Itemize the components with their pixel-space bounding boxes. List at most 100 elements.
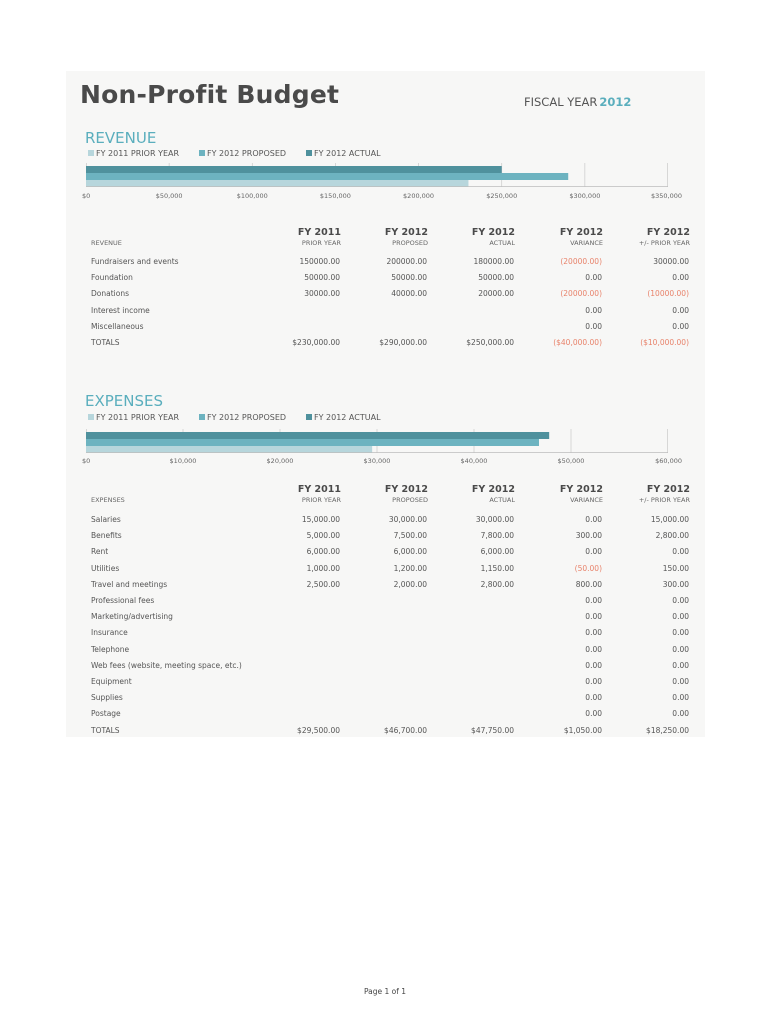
revenue-bar-chart — [86, 163, 668, 187]
table-cell: 0.00 — [585, 547, 602, 557]
bar-proposed — [86, 173, 569, 180]
table-row-label: TOTALS — [91, 338, 120, 347]
table-row-label: Professional fees — [91, 596, 155, 605]
column-header-year: FY 2012 — [646, 484, 690, 495]
column-header-sub: PROPOSED — [392, 239, 428, 247]
table-row-label: Foundation — [91, 273, 133, 283]
table-cell: 15,000.00 — [301, 515, 340, 524]
table-cell: 0.00 — [672, 709, 689, 719]
table-cell: 0.00 — [585, 321, 602, 331]
column-header-year: FY 2012 — [646, 227, 690, 238]
page-footer: Page 1 of 1 — [363, 987, 407, 996]
table-cell: 300.00 — [662, 579, 689, 589]
bar-prior-year — [86, 446, 373, 453]
table-cell: 6,000.00 — [393, 547, 427, 557]
bar-actual — [86, 166, 502, 173]
table-cell: 0.00 — [585, 612, 602, 622]
axis-tick-label: $0 — [82, 192, 91, 200]
chart-svg — [86, 163, 668, 187]
table-row-label: Rent — [91, 547, 109, 557]
revenue-legend-proposed: FY 2012 PROPOSED — [199, 149, 286, 158]
legend-label: FY 2011 PRIOR YEAR — [96, 413, 180, 422]
expenses-heading: EXPENSES — [85, 392, 164, 410]
table-cell: 300.00 — [575, 531, 602, 541]
revenue-legend-prior: FY 2011 PRIOR YEAR — [88, 149, 179, 158]
table-cell: ($40,000.00) — [553, 338, 602, 347]
table-row-label: Miscellaneous — [91, 321, 144, 331]
table-cell: 2,500.00 — [306, 579, 340, 589]
table-cell: 15,000.00 — [650, 515, 689, 524]
table-cell: 0.00 — [585, 596, 602, 605]
column-header-sub: ACTUAL — [489, 496, 515, 504]
column-header-sub: +/- PRIOR YEAR — [638, 239, 690, 247]
legend-swatch-actual — [306, 414, 312, 420]
table-cell: 50000.00 — [478, 273, 514, 283]
table-cell: 200000.00 — [386, 257, 427, 266]
table-cell: 0.00 — [672, 321, 689, 331]
table-cell: 1,000.00 — [306, 563, 340, 573]
table-cell: 7,800.00 — [480, 531, 514, 541]
table-cell: 1,150.00 — [480, 563, 514, 573]
table-cell: 0.00 — [585, 693, 602, 703]
table-row-label: Telephone — [91, 644, 130, 654]
table-cell: 2,800.00 — [655, 531, 689, 541]
axis-tick-label: $50,000 — [557, 457, 585, 465]
legend-swatch-proposed — [199, 414, 205, 420]
column-header-sub: PRIOR YEAR — [301, 239, 341, 247]
table-cell: 0.00 — [585, 709, 602, 719]
table-row-label: Equipment — [91, 677, 132, 686]
bar-proposed — [86, 439, 539, 446]
legend-swatch-prior — [88, 414, 94, 420]
column-header-sub: PROPOSED — [392, 496, 428, 504]
row-header: EXPENSES — [91, 496, 125, 504]
table-cell: ($10,000.00) — [640, 338, 689, 347]
legend-swatch-prior — [88, 150, 94, 156]
legend-swatch-actual — [306, 150, 312, 156]
table-row-label: Postage — [91, 709, 121, 719]
table-cell: $290,000.00 — [379, 338, 427, 347]
column-header-year: FY 2012 — [471, 484, 515, 495]
table-cell: 0.00 — [585, 273, 602, 283]
table-cell: 0.00 — [672, 612, 689, 622]
table-cell: 30,000.00 — [475, 515, 514, 524]
legend-label: FY 2012 PROPOSED — [207, 149, 287, 158]
page-title: Non-Profit Budget — [80, 80, 340, 109]
table-cell: (20000.00) — [560, 289, 602, 299]
axis-tick-label: $250,000 — [486, 192, 518, 200]
column-header-year: FY 2011 — [297, 227, 341, 238]
axis-tick-label: $60,000 — [655, 457, 682, 465]
table-row-label: Interest income — [91, 305, 150, 315]
table-cell: (10000.00) — [647, 289, 689, 299]
table-cell: $18,250.00 — [646, 725, 689, 735]
row-header: REVENUE — [91, 239, 122, 247]
table-cell: 0.00 — [672, 693, 689, 703]
table-row-label: Web fees (website, meeting space, etc.) — [91, 660, 242, 670]
column-header-sub: PRIOR YEAR — [301, 496, 341, 504]
table-cell: 6,000.00 — [306, 547, 340, 557]
table-cell: 30000.00 — [653, 257, 689, 266]
table-cell: 30000.00 — [304, 289, 340, 299]
axis-tick-label: $40,000 — [460, 457, 488, 465]
table-cell: 2,800.00 — [480, 579, 514, 589]
table-cell: $1,050.00 — [563, 725, 602, 735]
column-header-sub: ACTUAL — [489, 239, 515, 247]
table-cell: 50000.00 — [391, 273, 427, 283]
expenses-legend-actual: FY 2012 ACTUAL — [306, 413, 381, 422]
legend-swatch-proposed — [199, 150, 205, 156]
legend-label: FY 2012 PROPOSED — [207, 413, 287, 422]
expenses-legend-prior: FY 2011 PRIOR YEAR — [88, 413, 179, 422]
table-cell: $250,000.00 — [466, 338, 514, 347]
legend-label: FY 2012 ACTUAL — [314, 413, 381, 422]
table-row-label: Fundraisers and events — [91, 257, 179, 266]
table-cell: 0.00 — [585, 660, 602, 670]
table-cell: 7,500.00 — [393, 531, 427, 541]
axis-tick-label: $350,000 — [650, 192, 682, 200]
column-header-year: FY 2012 — [384, 484, 428, 495]
column-header-year: FY 2012 — [559, 227, 603, 238]
axis-tick-label: $30,000 — [363, 457, 391, 465]
table-cell: (50.00) — [574, 563, 602, 573]
table-cell: 2,000.00 — [393, 579, 427, 589]
bar-prior-year — [86, 180, 469, 187]
table-cell: 20000.00 — [478, 289, 514, 299]
table-cell: 0.00 — [672, 273, 689, 283]
